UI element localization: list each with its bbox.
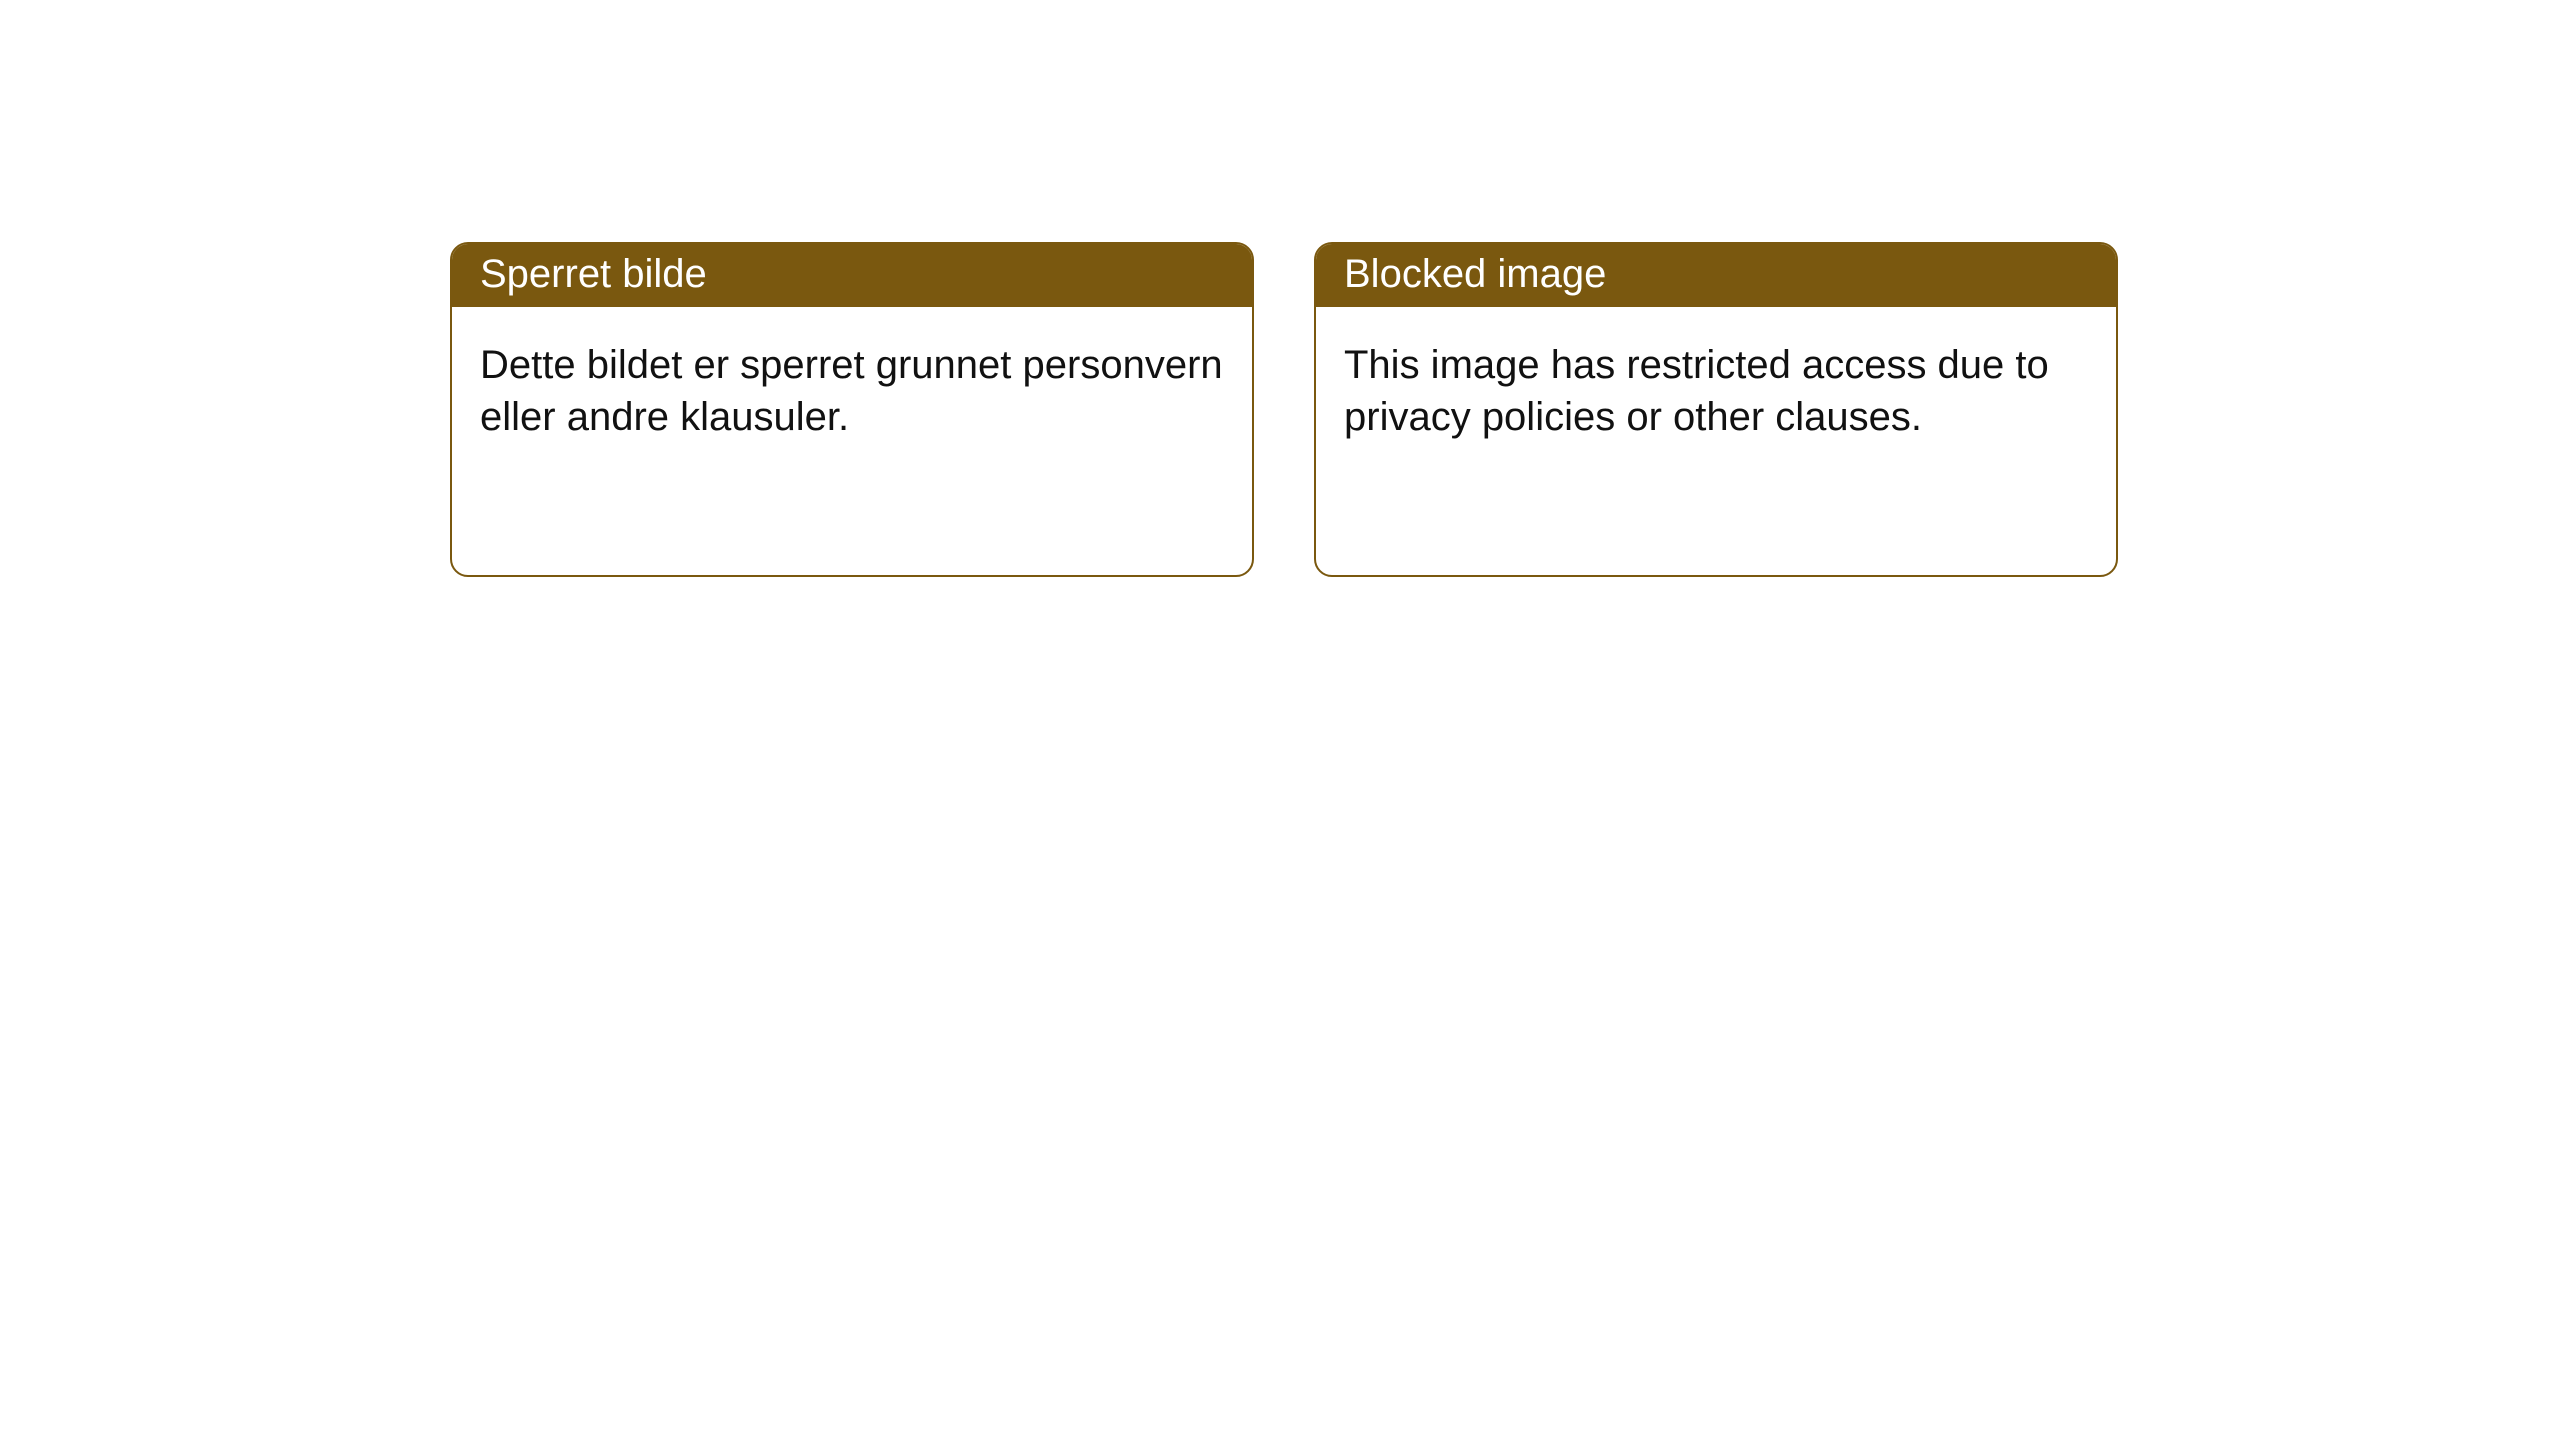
card-title: Sperret bilde [480, 252, 707, 296]
blocked-image-card-en: Blocked image This image has restricted … [1314, 242, 2118, 577]
blocked-image-card-no: Sperret bilde Dette bildet er sperret gr… [450, 242, 1254, 577]
card-header: Blocked image [1316, 244, 2116, 307]
card-body-text: This image has restricted access due to … [1344, 343, 2049, 439]
card-body: This image has restricted access due to … [1316, 307, 2116, 475]
card-header: Sperret bilde [452, 244, 1252, 307]
card-body-text: Dette bildet er sperret grunnet personve… [480, 343, 1223, 439]
card-title: Blocked image [1344, 252, 1606, 296]
card-body: Dette bildet er sperret grunnet personve… [452, 307, 1252, 475]
card-container: Sperret bilde Dette bildet er sperret gr… [0, 0, 2560, 577]
